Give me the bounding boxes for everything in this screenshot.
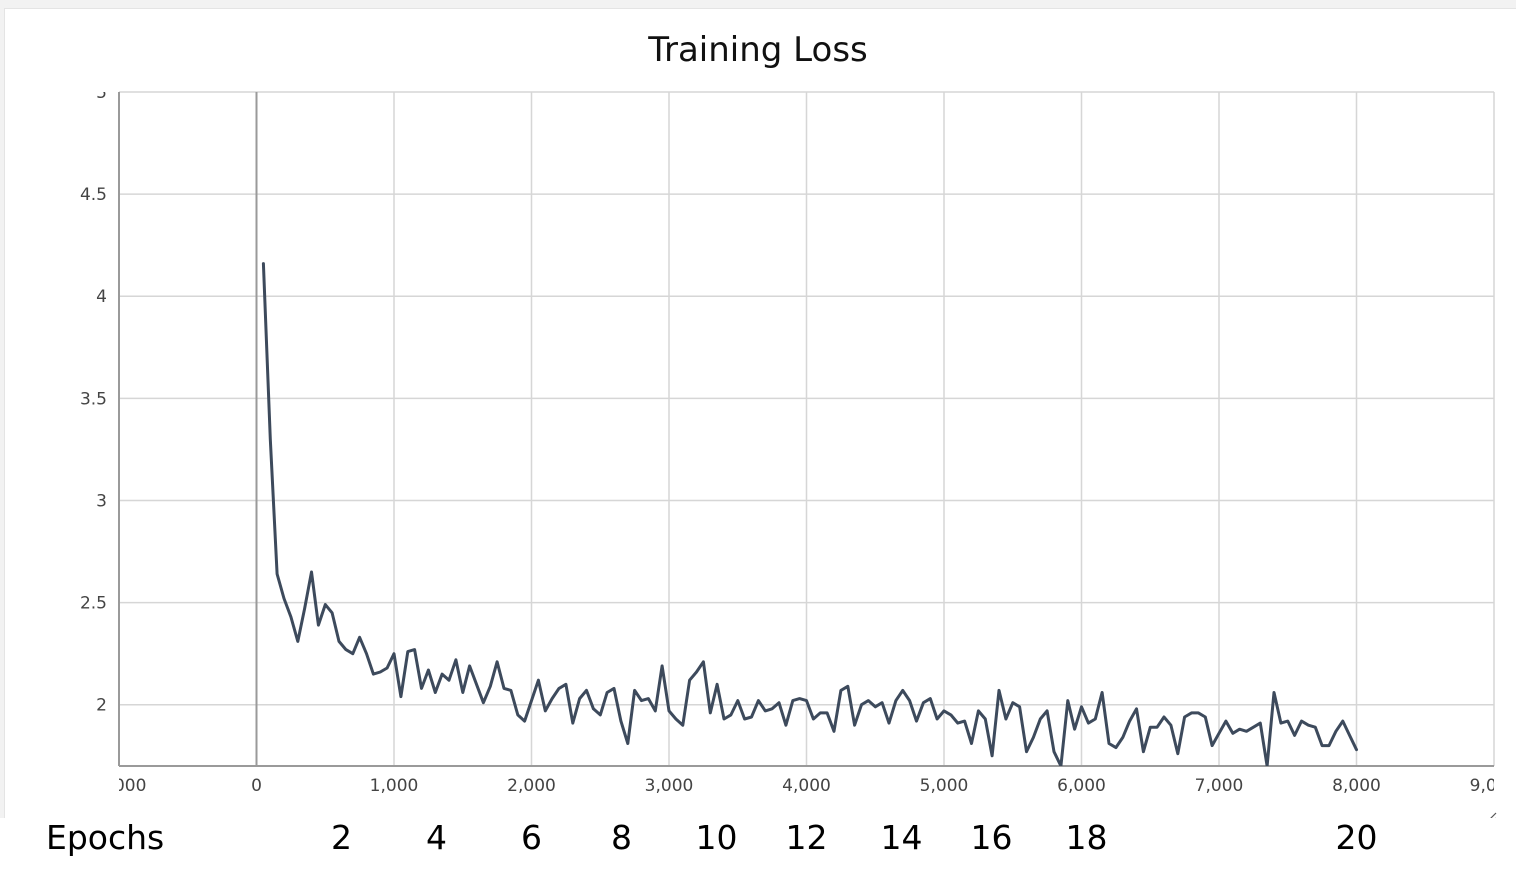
x-tick-label: 4,000 <box>782 776 831 796</box>
y-tick-label: 3 <box>96 491 107 511</box>
x-tick-label: -1,000 <box>92 776 147 796</box>
epoch-tick-label: 14 <box>880 818 923 857</box>
x-tick-label: 8,000 <box>1332 776 1381 796</box>
epoch-tick-label: 20 <box>1335 818 1378 857</box>
x-tick-label: 7,000 <box>1195 776 1244 796</box>
x-tick-label: 3,000 <box>645 776 694 796</box>
chart-title: Training Loss <box>648 30 868 70</box>
x-tick-label: 0 <box>251 776 262 796</box>
training-loss-chart: 2 2.5 3 3.5 4 4.5 5 -1,000 0 1,000 2,000 3,000 4,000… <box>80 83 1516 796</box>
x-tick-label: 6,000 <box>1057 776 1106 796</box>
loss-series-line <box>261 262 1358 766</box>
epoch-tick-label: 2 <box>331 818 352 857</box>
y-tick-label: 3.5 <box>80 389 107 409</box>
epoch-tick-label: 8 <box>611 818 632 857</box>
epoch-tick-label: 12 <box>785 818 828 857</box>
epoch-tick-label: 16 <box>970 818 1013 857</box>
y-tick-label: 4.5 <box>80 185 107 205</box>
epoch-tick-label: 4 <box>426 818 447 857</box>
y-tick-label: 2.5 <box>80 594 107 614</box>
y-tick-label: 5 <box>96 83 107 103</box>
x-tick-label: 2,000 <box>507 776 556 796</box>
y-tick-label: 4 <box>96 287 107 307</box>
y-tick-label: 2 <box>96 696 107 716</box>
x-tick-label: 5,000 <box>920 776 969 796</box>
epoch-tick-label: 10 <box>695 818 738 857</box>
epoch-tick-label: 6 <box>521 818 542 857</box>
epochs-row: Epochs 2 4 6 8 10 12 14 16 18 20 <box>0 818 1516 872</box>
x-tick-label: 1,000 <box>370 776 419 796</box>
epochs-label: Epochs <box>46 818 165 857</box>
epoch-tick-label: 18 <box>1065 818 1108 857</box>
x-tick-label: 9,000 <box>1470 776 1516 796</box>
